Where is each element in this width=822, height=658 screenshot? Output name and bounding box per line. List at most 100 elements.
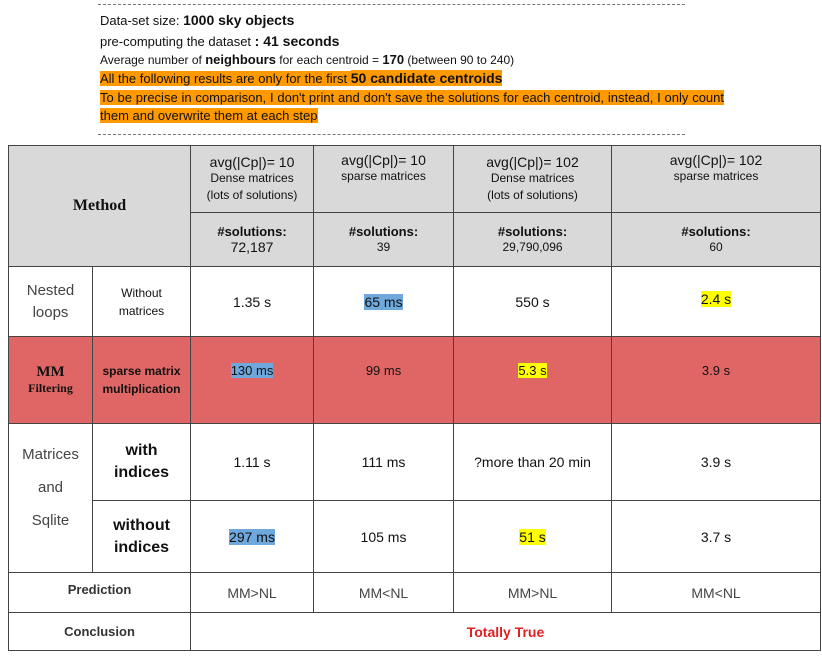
column-header: avg(|Cp|)= 102 Dense matrices (lots of sol… (453, 145, 613, 213)
row: without indices 297 ms 105 ms 51 s 3.7 s (9, 500, 822, 573)
text: Dense matrices (210, 171, 294, 185)
value-cell: 1.35 s (190, 266, 315, 337)
value-cell: 65 ms (313, 266, 455, 337)
header-row: Method avg(|Cp|)= 10 Dense matrices (lots … (7, 145, 822, 267)
row: Conclusion Totally True (7, 612, 822, 651)
text: All the following results are only for t… (100, 71, 351, 86)
text: 51 s (519, 528, 546, 545)
row: Matrices and Sqlite with indices 1.11 s 11… (8, 423, 822, 573)
value-cell: 5.3 s (453, 336, 613, 424)
text: sparse matrices (673, 169, 759, 183)
text: Data-set size: (100, 13, 184, 28)
text: Matrices (22, 446, 79, 463)
text: 550 s (515, 293, 550, 310)
group-cell: MM Filtering (8, 336, 93, 424)
text: Sqlite (31, 512, 70, 529)
column-header: avg(|Cp|)= 102 sparse matrices (611, 145, 822, 213)
text: #solutions: (348, 223, 419, 239)
text: (lots of solutions) (487, 188, 578, 202)
solutions-cell: #solutions: 39 (313, 212, 455, 267)
value-cell: 550 s (453, 266, 613, 337)
text: 29,790,096 (502, 239, 563, 254)
text: avg(|Cp|)= 102 (486, 154, 579, 170)
row: Prediction MM>NL MM<NL MM>NL MM<NL (7, 572, 822, 613)
method-header: Method (7, 145, 192, 267)
value-cell: 3.7 s (611, 500, 822, 573)
text: 2.4 s (700, 291, 732, 307)
text: 297 ms (229, 528, 275, 545)
text: pre-computing the dataset (100, 34, 255, 49)
text: avg(|Cp|)= 10 (209, 154, 295, 170)
text: 99 ms (365, 363, 402, 378)
row: MM Filtering sparse matrix multiplication… (8, 336, 822, 424)
solutions-cell: #solutions: 29,790,096 (453, 212, 613, 267)
intro-line: Data-set size: 1000 sky objects (100, 12, 294, 28)
value-cell: MM>NL (190, 572, 315, 613)
text: : 41 seconds (254, 33, 340, 49)
intro-paragraph: To be precise in comparison, I don't pri… (100, 89, 724, 125)
intro-line: Average number of neighbours for each ce… (100, 52, 514, 67)
value-cell: MM<NL (611, 572, 822, 613)
dashed-rule (98, 134, 685, 135)
text: avg(|Cp|)= 10 (341, 152, 426, 168)
intro-line: All the following results are only for t… (100, 70, 503, 86)
text: 3.7 s (700, 528, 732, 545)
solutions-cell: #solutions: 60 (611, 212, 822, 267)
conclusion-cell: Totally True (190, 612, 822, 651)
text: 72,187 (230, 239, 274, 255)
intro-line: pre-computing the dataset : 41 seconds (100, 33, 339, 49)
value-cell: 3.9 s (611, 336, 822, 424)
text: 50 candidate centroids (350, 70, 503, 86)
text: for each centroid = (275, 53, 383, 67)
text: To be precise in comparison, I don't pri… (100, 90, 724, 123)
text: #solutions: (217, 224, 287, 239)
value-cell: 130 ms (190, 336, 315, 424)
text: 3.9 s (701, 363, 731, 378)
text: 170 (382, 52, 405, 67)
value-cell: ?more than 20 min (453, 423, 613, 501)
results-table: Method avg(|Cp|)= 10 Dense matrices (lots … (7, 145, 822, 651)
dashed-rule (98, 4, 685, 5)
text: 1000 sky objects (183, 12, 295, 28)
text: Filtering (28, 381, 73, 395)
text: and (37, 479, 64, 496)
label-cell: Conclusion (7, 612, 192, 651)
label-cell: Prediction (7, 572, 192, 613)
group-cell: Nested loops (8, 266, 93, 337)
variant-cell: Without matrices (91, 266, 192, 337)
header-row: #solutions: 72,187 #solutions: 39 #solutio… (8, 212, 822, 267)
variant-cell: with indices (91, 423, 192, 501)
text: MM (36, 364, 65, 380)
text: #solutions: (681, 223, 751, 239)
text: 1.35 s (232, 293, 272, 310)
text: (between 90 to 240) (404, 53, 515, 67)
value-cell: 51 s (453, 500, 613, 573)
text: 105 ms (360, 528, 407, 545)
text: sparse matrices (341, 169, 426, 183)
variant-cell: without indices (91, 500, 192, 573)
text: neighbours (205, 52, 276, 67)
value-cell: 111 ms (313, 423, 455, 501)
text: avg(|Cp|)= 102 (669, 152, 763, 168)
text: 5.3 s (518, 363, 547, 378)
text: 130 ms (230, 363, 274, 378)
row: Nested loops Without matrices 1.35 s 65 … (8, 266, 822, 337)
column-header: avg(|Cp|)= 10 Dense matrices (lots of solu… (190, 145, 315, 213)
value-cell: 297 ms (190, 500, 315, 573)
solutions-cell: #solutions: 72,187 (190, 212, 315, 267)
column-header: avg(|Cp|)= 10 sparse matrices (313, 145, 455, 213)
variant-cell: sparse matrix multiplication (91, 336, 192, 424)
value-cell: 105 ms (313, 500, 455, 573)
value-cell: 3.9 s (611, 423, 822, 501)
text: 60 (709, 239, 723, 254)
value-cell: 2.4 s (611, 266, 822, 337)
text: 39 (376, 239, 391, 254)
value-cell: 1.11 s (190, 423, 315, 501)
text: Dense matrices (490, 171, 575, 185)
text: Average number of (100, 53, 206, 67)
value-cell: 99 ms (313, 336, 455, 424)
text: (lots of solutions) (206, 188, 298, 202)
text: #solutions: (497, 223, 568, 239)
value-cell: MM<NL (313, 572, 455, 613)
